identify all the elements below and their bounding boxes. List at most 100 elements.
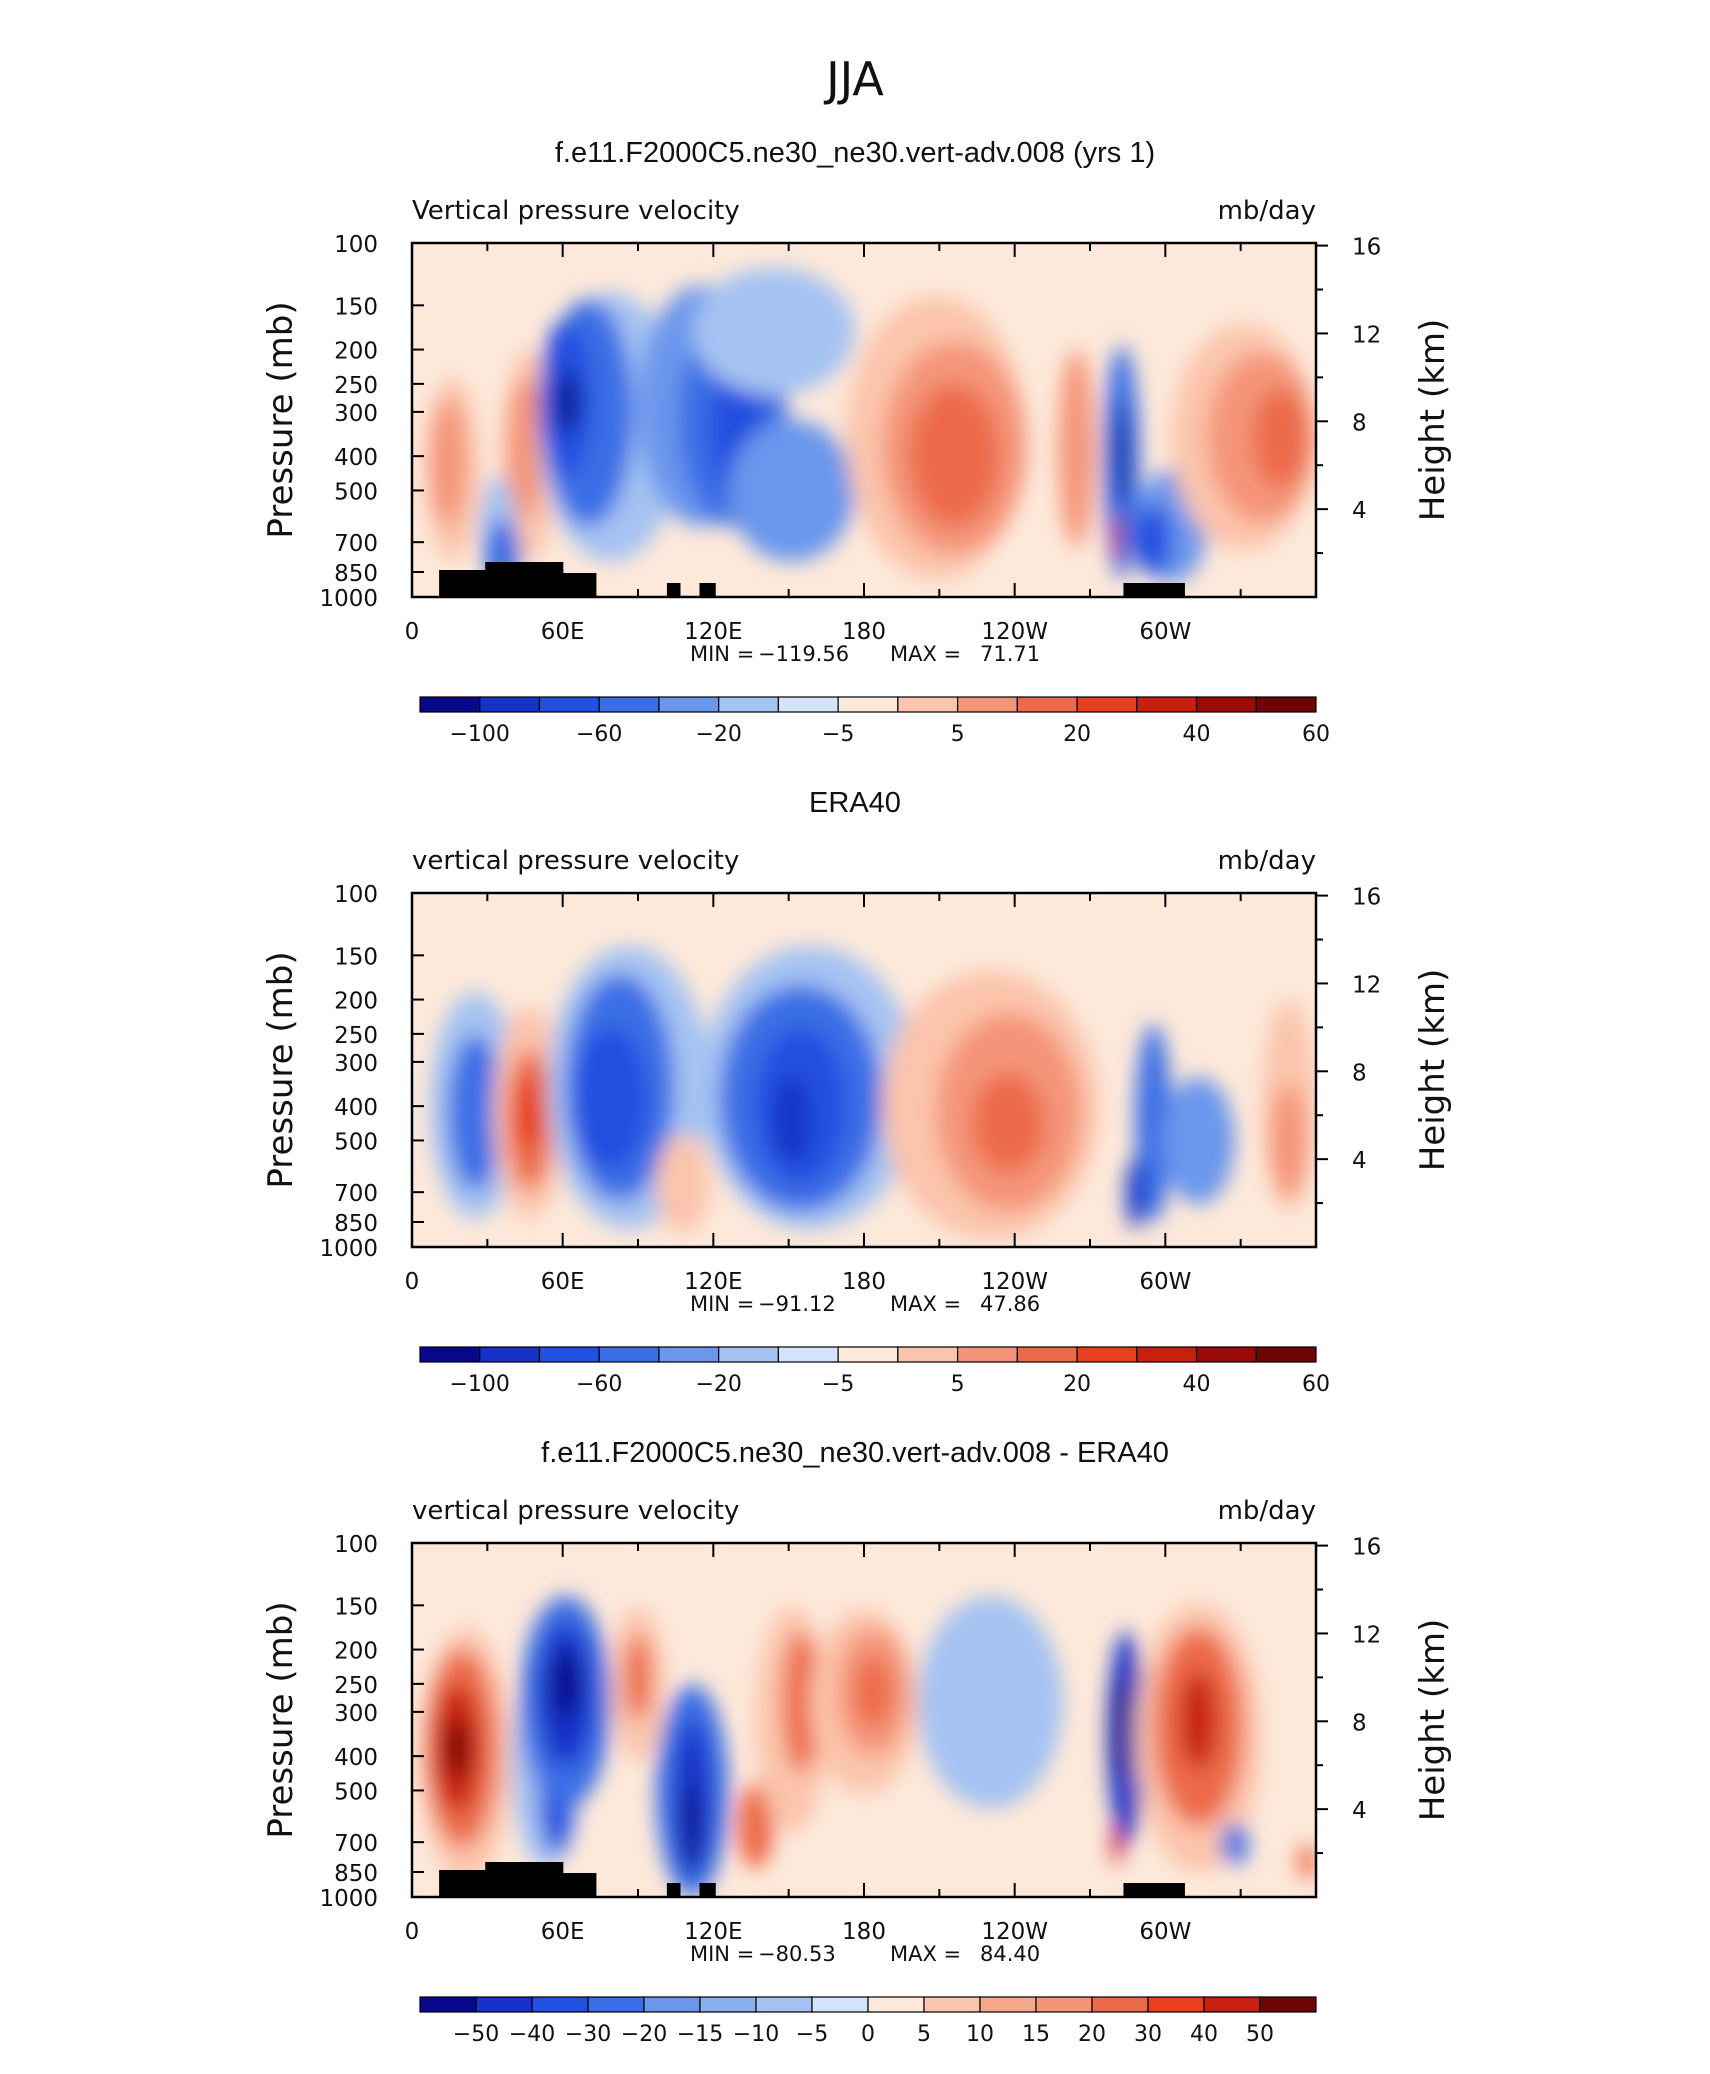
y2-tick-label: 12: [1352, 972, 1381, 998]
topography-6: [1123, 1883, 1185, 1897]
colorbar-label: −100: [450, 722, 510, 747]
x-tick-label: 180: [842, 1269, 886, 1295]
colorbar-label: −40: [509, 2022, 555, 2047]
y-tick-label: 500: [334, 1129, 378, 1155]
y-tick-label: 250: [334, 373, 378, 399]
panel-title: f.e11.F2000C5.ne30_ne30.vert-adv.008 (yr…: [555, 137, 1155, 169]
y-tick-label: 150: [334, 294, 378, 320]
y-tick-label: 400: [334, 1745, 378, 1771]
colorbar-swatch: [755, 1996, 813, 2013]
field-blob-19: [1058, 349, 1095, 548]
colorbar-swatch: [867, 1996, 925, 2013]
x-tick-label: 60E: [541, 619, 585, 645]
x-tick-label: 60E: [541, 1919, 585, 1945]
colorbar-label: −100: [450, 1372, 510, 1397]
topography-5: [699, 583, 716, 597]
colorbar-swatch: [1076, 696, 1138, 713]
min-value: −91.12: [758, 1292, 836, 1316]
x-tick-label: 60W: [1139, 619, 1191, 645]
colorbar-label: 20: [1063, 722, 1091, 747]
y-tick-label: 400: [334, 445, 378, 471]
max-label: MAX =: [890, 642, 961, 666]
units-label: mb/day: [1218, 196, 1316, 226]
contour-field: [412, 243, 1316, 597]
y2-tick-label: 16: [1352, 885, 1381, 911]
colorbar-label: −5: [796, 2022, 828, 2047]
x-tick-label: 120E: [684, 1269, 742, 1295]
y2-tick-label: 12: [1352, 322, 1381, 348]
y2-tick-label: 12: [1352, 1622, 1381, 1648]
colorbar-swatch: [777, 696, 839, 713]
colorbar-swatch: [777, 1346, 839, 1363]
colorbar-swatch: [837, 1346, 899, 1363]
colorbar-label: −5: [822, 722, 854, 747]
field-blob-27: [1180, 1670, 1217, 1770]
colorbar-swatch: [531, 1996, 589, 2013]
colorbar-label: 5: [917, 2022, 931, 2047]
field-blob-27: [1252, 388, 1307, 488]
colorbar-label: 40: [1183, 722, 1211, 747]
field-blob-24: [1111, 1822, 1123, 1866]
y2-axis-title: Height (km): [1413, 1619, 1453, 1822]
x-tick-label: 60W: [1139, 1919, 1191, 1945]
colorbar: −100 −60 −20 −5 5 20 40 60: [419, 1346, 1330, 1397]
x-tick-label: 180: [842, 1919, 886, 1945]
y-tick-label: 300: [334, 1701, 378, 1727]
y-tick-label: 100: [334, 232, 378, 258]
colorbar-label: −30: [565, 2022, 611, 2047]
field-blob-17: [1135, 1023, 1172, 1223]
min-value: −119.56: [758, 642, 849, 666]
x-tick-label: 0: [405, 1269, 420, 1295]
colorbar-swatch: [538, 696, 600, 713]
colorbar-swatch: [1091, 1996, 1149, 2013]
colorbar-swatch: [1255, 696, 1317, 713]
y-tick-label: 100: [334, 1532, 378, 1558]
colorbar-swatch: [718, 696, 780, 713]
y-tick-label: 200: [334, 989, 378, 1015]
colorbar-swatch: [1195, 696, 1257, 713]
y2-tick-label: 8: [1352, 1060, 1367, 1086]
colorbar-label: 0: [861, 2022, 875, 2047]
colorbar-swatch: [419, 1996, 477, 2013]
y-tick-label: 1000: [319, 1236, 378, 1262]
y-tick-label: 100: [334, 882, 378, 908]
y2-tick-label: 8: [1352, 1710, 1367, 1736]
colorbar-swatch: [699, 1996, 757, 2013]
max-label: MAX =: [890, 1942, 961, 1966]
topography-4: [666, 1883, 681, 1897]
colorbar-label: 5: [951, 722, 965, 747]
max-value: 84.40: [980, 1942, 1040, 1966]
colorbar-swatch: [811, 1996, 869, 2013]
colorbar-swatch: [658, 696, 720, 713]
y2-axis-title: Height (km): [1413, 319, 1453, 522]
y-tick-label: 400: [334, 1095, 378, 1121]
y2-tick-label: 16: [1352, 1535, 1381, 1561]
field-blob-17: [782, 1631, 819, 1774]
colorbar-swatch: [598, 696, 660, 713]
colorbar-label: −50: [453, 2022, 499, 2047]
field-blob-2: [448, 1034, 503, 1191]
field-blob-29: [1297, 1843, 1316, 1880]
colorbar-label: −5: [822, 1372, 854, 1397]
x-tick-label: 0: [405, 1919, 420, 1945]
y-tick-label: 700: [334, 1181, 378, 1207]
y-tick-label: 250: [334, 1673, 378, 1699]
min-value: −80.53: [758, 1942, 836, 1966]
x-tick-label: 120E: [684, 619, 742, 645]
panel-title: ERA40: [809, 787, 901, 819]
colorbar-swatch: [979, 1996, 1037, 2013]
colorbar-swatch: [587, 1996, 645, 2013]
field-blob-11: [624, 1635, 652, 1720]
variable-label: vertical pressure velocity: [412, 846, 739, 876]
field-blob-28: [1221, 1822, 1249, 1866]
colorbar-label: −20: [695, 1372, 741, 1397]
field-blob-18: [1126, 1158, 1145, 1230]
topography-4: [666, 583, 681, 597]
y2-tick-label: 4: [1352, 1798, 1367, 1824]
colorbar-swatch: [956, 1346, 1018, 1363]
y-tick-label: 300: [334, 1051, 378, 1077]
field-blob-24: [1135, 504, 1172, 576]
colorbar-swatch: [1035, 1996, 1093, 2013]
colorbar-label: 10: [966, 2022, 994, 2047]
colorbar-swatch: [1255, 1346, 1317, 1363]
